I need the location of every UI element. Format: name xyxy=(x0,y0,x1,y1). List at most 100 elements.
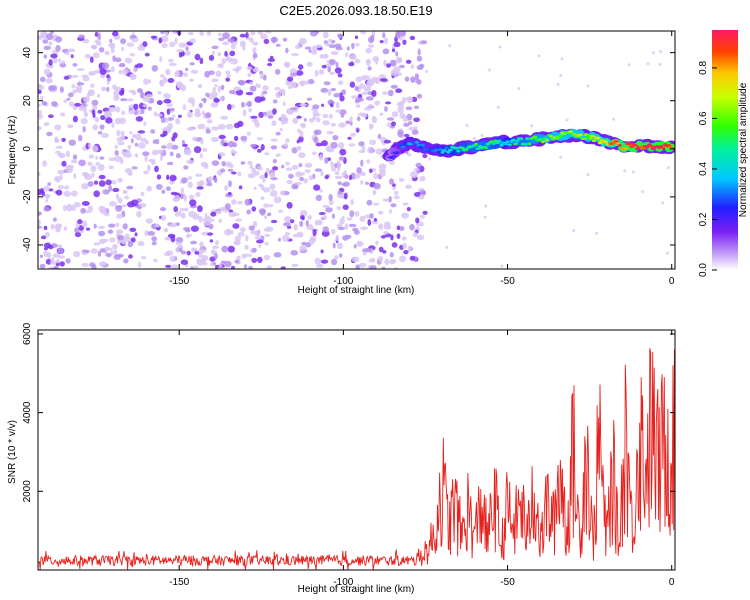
noise-speckle xyxy=(259,235,265,241)
noise-speckle xyxy=(414,192,421,197)
noise-speckle xyxy=(169,174,177,182)
noise-speckle xyxy=(303,118,307,122)
noise-speckle xyxy=(82,171,89,177)
noise-speckle xyxy=(354,35,359,40)
noise-speckle xyxy=(153,111,158,117)
noise-speckle xyxy=(280,113,287,121)
noise-speckle xyxy=(129,52,135,57)
noise-speckle xyxy=(375,148,383,155)
noise-speckle xyxy=(240,135,248,141)
noise-speckle xyxy=(267,115,274,119)
noise-speckle xyxy=(50,223,55,230)
noise-speckle xyxy=(91,172,95,178)
noise-speckle xyxy=(328,194,333,201)
noise-speckle xyxy=(91,109,96,116)
noise-speckle xyxy=(220,168,226,173)
noise-speckle xyxy=(156,174,162,180)
noise-speckle xyxy=(155,184,163,190)
noise-speckle xyxy=(165,264,172,268)
noise-speckle xyxy=(659,50,663,54)
noise-speckle xyxy=(386,63,391,68)
noise-speckle xyxy=(243,264,248,269)
noise-speckle xyxy=(397,107,404,113)
noise-speckle xyxy=(39,254,44,258)
ridge-blob xyxy=(497,139,502,143)
noise-speckle xyxy=(285,138,290,143)
noise-speckle xyxy=(572,229,576,232)
ridge-blob xyxy=(627,142,633,146)
noise-speckle xyxy=(175,242,183,246)
noise-speckle xyxy=(631,170,635,174)
noise-speckle xyxy=(78,34,85,39)
noise-speckle xyxy=(131,199,139,207)
noise-speckle xyxy=(292,117,299,124)
noise-speckle xyxy=(409,35,416,41)
snr-xtick-label: -150 xyxy=(169,577,189,588)
noise-speckle xyxy=(68,139,77,146)
noise-speckle xyxy=(51,101,58,107)
noise-speckle xyxy=(282,37,288,42)
noise-speckle xyxy=(160,207,166,212)
ridge-blob xyxy=(591,139,597,143)
noise-speckle xyxy=(348,223,357,228)
noise-speckle xyxy=(81,201,90,206)
noise-speckle xyxy=(354,99,360,104)
noise-speckle xyxy=(483,215,487,219)
noise-speckle xyxy=(378,210,384,215)
noise-speckle xyxy=(108,106,116,113)
noise-speckle xyxy=(290,81,297,88)
noise-speckle xyxy=(270,219,278,224)
noise-speckle xyxy=(199,31,204,37)
noise-speckle xyxy=(213,98,220,103)
noise-speckle xyxy=(313,113,321,117)
noise-speckle xyxy=(64,185,70,190)
noise-speckle xyxy=(101,86,107,92)
noise-speckle xyxy=(331,167,337,172)
ridge-blob xyxy=(444,146,449,150)
noise-speckle xyxy=(229,50,236,57)
noise-speckle xyxy=(125,98,134,102)
noise-speckle xyxy=(194,251,200,255)
noise-speckle xyxy=(341,215,345,219)
noise-speckle xyxy=(57,152,63,157)
noise-speckle xyxy=(43,45,51,51)
noise-speckle xyxy=(384,106,388,112)
noise-speckle xyxy=(38,225,42,229)
spectrogram-xlabel: Height of straight line (km) xyxy=(298,285,415,296)
noise-speckle xyxy=(108,223,116,228)
noise-speckle xyxy=(171,264,179,269)
noise-speckle xyxy=(627,63,631,67)
noise-speckle xyxy=(331,213,336,219)
noise-speckle xyxy=(381,266,386,269)
noise-speckle xyxy=(203,221,211,227)
noise-speckle xyxy=(295,171,303,178)
noise-speckle xyxy=(160,116,166,124)
noise-speckle xyxy=(278,237,281,242)
noise-speckle xyxy=(59,261,65,267)
noise-speckle xyxy=(63,99,68,103)
noise-speckle xyxy=(586,173,590,176)
noise-speckle xyxy=(186,159,194,165)
noise-speckle xyxy=(211,50,215,56)
noise-speckle xyxy=(354,173,361,179)
noise-speckle xyxy=(137,240,145,247)
noise-speckle xyxy=(132,133,136,138)
noise-speckle xyxy=(137,142,146,149)
noise-speckle xyxy=(118,64,126,68)
noise-speckle xyxy=(121,46,125,52)
noise-speckle xyxy=(382,91,388,95)
spectrogram-xtick-label: -150 xyxy=(169,276,189,287)
noise-speckle xyxy=(318,69,325,75)
noise-speckle xyxy=(134,232,138,237)
noise-speckle xyxy=(93,242,101,246)
noise-speckle xyxy=(537,54,541,58)
ridge-blob xyxy=(438,148,443,151)
noise-speckle xyxy=(350,198,354,206)
noise-speckle xyxy=(139,202,147,208)
noise-speckle xyxy=(322,53,329,59)
noise-speckle xyxy=(235,218,242,222)
noise-speckle xyxy=(360,75,367,81)
noise-speckle xyxy=(365,247,373,253)
noise-speckle xyxy=(63,226,68,231)
noise-speckle xyxy=(342,235,349,241)
